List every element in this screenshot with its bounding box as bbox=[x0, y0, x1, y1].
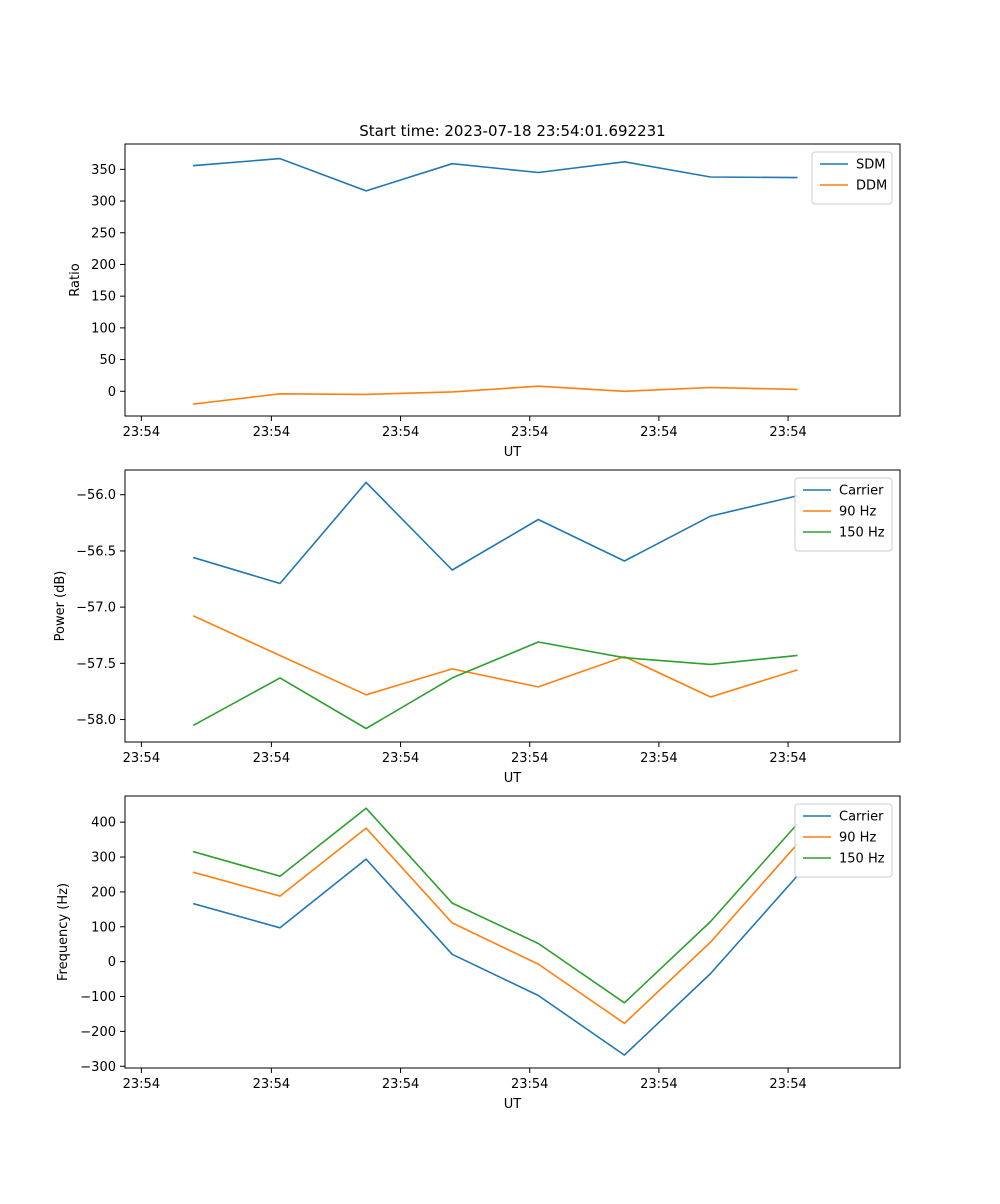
frequency-y-tick-label: 200 bbox=[91, 885, 116, 900]
frequency-axes-frame bbox=[124, 795, 901, 1069]
frequency-x-tick-label: 23:54 bbox=[769, 1077, 806, 1092]
ratio-x-tick-label: 23:54 bbox=[253, 425, 290, 440]
ratio-y-tick-label: 50 bbox=[99, 353, 116, 368]
ratio-x-tick-label: 23:54 bbox=[511, 425, 548, 440]
power-axes-frame bbox=[124, 469, 901, 743]
frequency-y-axis-label: Frequency (Hz) bbox=[56, 883, 71, 981]
ratio-legend-label-sdm: SDM bbox=[856, 158, 885, 173]
figure-title: Start time: 2023-07-18 23:54:01.692231 bbox=[359, 122, 665, 140]
power-legend: Carrier 90 Hz 150 Hz bbox=[794, 477, 893, 552]
ratio-series-ddm-line bbox=[193, 385, 798, 405]
power-series-150-hz-line bbox=[192, 641, 798, 730]
ratio-legend-label-ddm: DDM bbox=[856, 179, 887, 194]
power-y-tick-label: −58.0 bbox=[76, 713, 116, 728]
frequency-series-150-hz-line bbox=[192, 807, 798, 1004]
frequency-y-tick-label: 100 bbox=[91, 920, 116, 935]
power-x-tick-label: 23:54 bbox=[382, 751, 419, 766]
ratio-y-tick-label: 100 bbox=[91, 321, 116, 336]
frequency-x-tick-label: 23:54 bbox=[640, 1077, 677, 1092]
power-y-tick-label: −57.0 bbox=[76, 601, 116, 616]
frequency-y-tick-label: −300 bbox=[80, 1060, 116, 1075]
frequency-x-tick-label: 23:54 bbox=[382, 1077, 419, 1092]
power-series-90-hz-line bbox=[192, 615, 798, 698]
ratio-x-tick-label: 23:54 bbox=[769, 425, 806, 440]
frequency-x-tick-label: 23:54 bbox=[253, 1077, 290, 1092]
power-x-axis-label: UT bbox=[504, 771, 522, 786]
frequency-legend-label-90-hz: 90 Hz bbox=[839, 831, 876, 846]
power-y-tick-label: −57.5 bbox=[76, 657, 116, 672]
ratio-y-tick-label: 200 bbox=[91, 258, 116, 273]
ratio-panel: Start time: 2023-07-18 23:54:01.692231 U… bbox=[68, 122, 901, 460]
frequency-x-axis-label: UT bbox=[504, 1097, 522, 1112]
frequency-legend-label-150-hz: 150 Hz bbox=[839, 852, 885, 867]
power-y-tick-label: −56.0 bbox=[76, 488, 116, 503]
ratio-legend: SDM DDM bbox=[811, 151, 893, 205]
power-panel: UT Power (dB) 23:54 23:54 23:54 23:54 23:54 2… bbox=[53, 469, 901, 786]
ratio-y-tick-label: 300 bbox=[91, 195, 116, 210]
power-x-tick-label: 23:54 bbox=[253, 751, 290, 766]
frequency-y-tick-label: 400 bbox=[91, 816, 116, 831]
ratio-x-tick-label: 23:54 bbox=[640, 425, 677, 440]
ratio-y-tick-label: 250 bbox=[91, 226, 116, 241]
power-legend-label-carrier: Carrier bbox=[839, 484, 884, 499]
power-y-tick-label: −56.5 bbox=[76, 544, 116, 559]
power-y-axis-label: Power (dB) bbox=[53, 571, 68, 642]
ratio-y-tick-label: 0 bbox=[108, 385, 116, 400]
power-series-carrier-line bbox=[192, 481, 798, 585]
frequency-series-90-hz-line bbox=[192, 827, 798, 1025]
ratio-y-tick-label: 150 bbox=[91, 290, 116, 305]
frequency-y-tick-label: −200 bbox=[80, 1025, 116, 1040]
power-x-tick-label: 23:54 bbox=[123, 751, 160, 766]
power-legend-label-90-hz: 90 Hz bbox=[839, 505, 876, 520]
ratio-x-axis-label: UT bbox=[504, 445, 522, 460]
power-x-tick-label: 23:54 bbox=[640, 751, 677, 766]
frequency-panel: UT Frequency (Hz) 23:54 23:54 23:54 23:54 23… bbox=[56, 795, 901, 1112]
frequency-series-carrier-line bbox=[192, 858, 798, 1056]
ratio-x-tick-label: 23:54 bbox=[382, 425, 419, 440]
frequency-x-tick-label: 23:54 bbox=[123, 1077, 160, 1092]
power-legend-label-150-hz: 150 Hz bbox=[839, 526, 885, 541]
ratio-series-sdm-line bbox=[193, 157, 798, 192]
frequency-y-tick-label: −100 bbox=[80, 990, 116, 1005]
ratio-legend-frame bbox=[811, 151, 893, 205]
ratio-x-tick-label: 23:54 bbox=[123, 425, 160, 440]
ratio-y-axis-label: Ratio bbox=[68, 263, 83, 296]
frequency-x-tick-label: 23:54 bbox=[511, 1077, 548, 1092]
frequency-legend-label-carrier: Carrier bbox=[839, 810, 884, 825]
ratio-axes-frame bbox=[124, 143, 901, 417]
power-x-tick-label: 23:54 bbox=[511, 751, 548, 766]
ratio-y-tick-label: 350 bbox=[91, 163, 116, 178]
frequency-y-tick-label: 0 bbox=[108, 955, 116, 970]
frequency-legend: Carrier 90 Hz 150 Hz bbox=[794, 803, 893, 878]
power-x-tick-label: 23:54 bbox=[769, 751, 806, 766]
frequency-y-tick-label: 300 bbox=[91, 851, 116, 866]
